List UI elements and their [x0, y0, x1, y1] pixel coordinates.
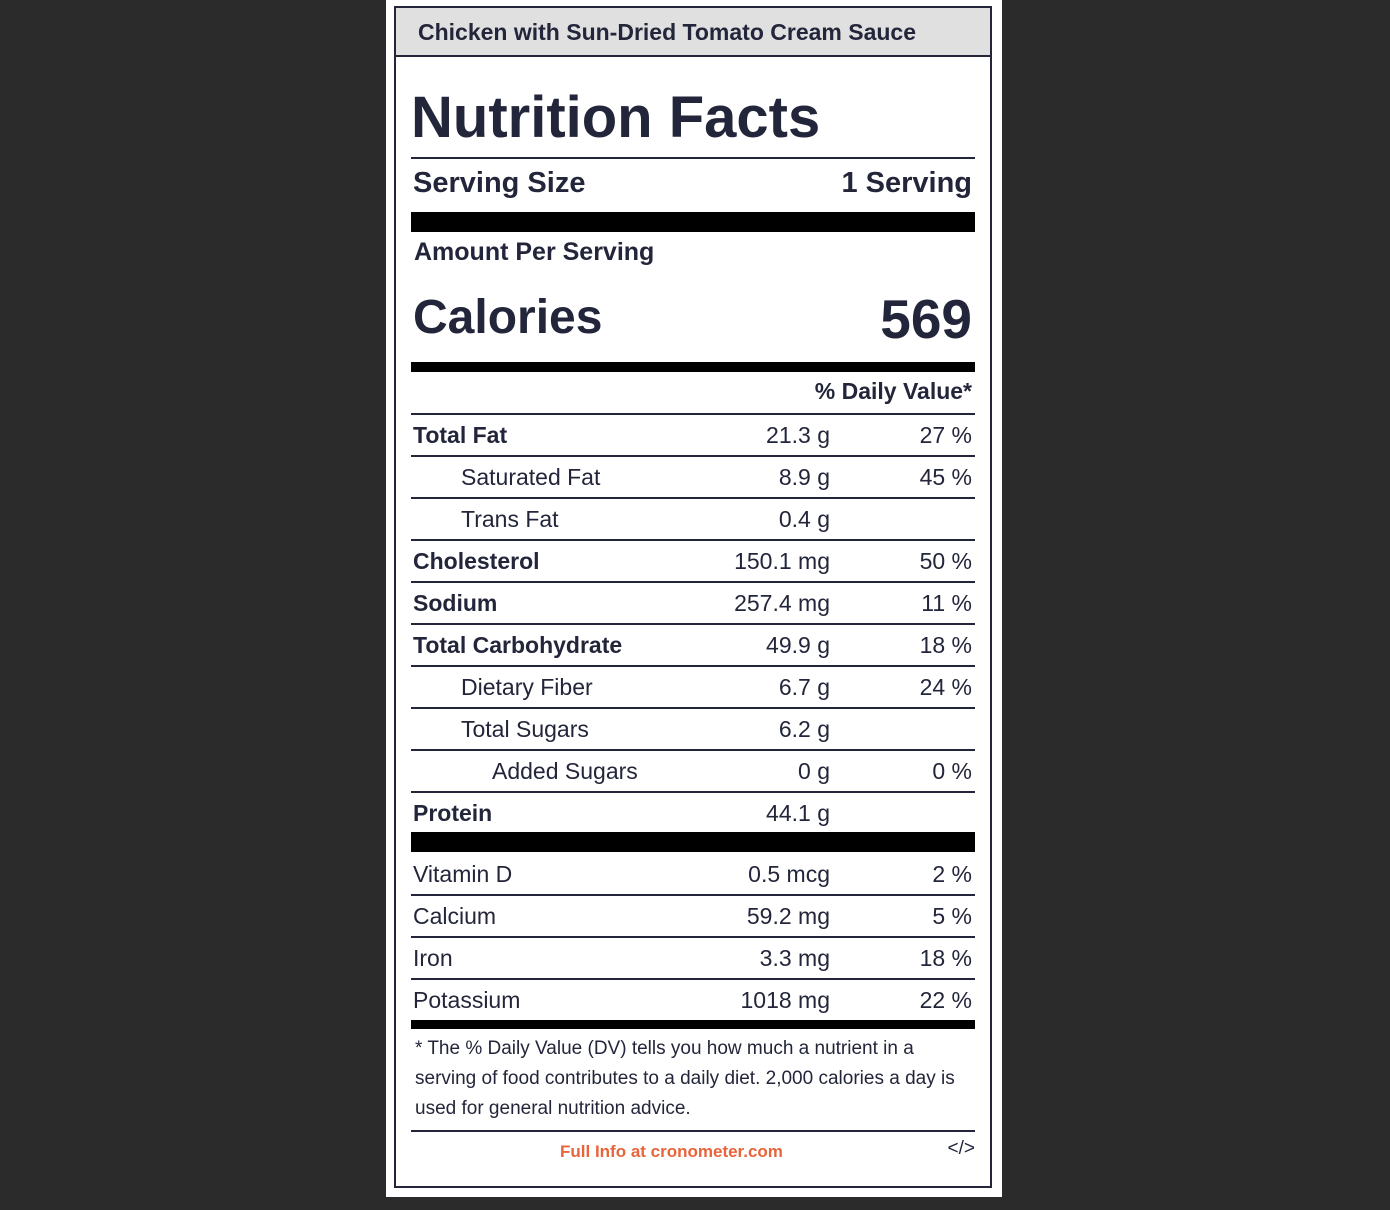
nutrient-amount: 49.9 g	[766, 632, 830, 658]
nutrient-amount: 6.7 g	[778, 674, 830, 700]
thick-bar	[411, 1020, 975, 1029]
nutrient-dv: 0 %	[932, 758, 972, 784]
nutrient-dv: 5 %	[932, 903, 972, 929]
nutrient-amount: 44.1 g	[766, 800, 830, 826]
nutrient-amount: 257.4 mg	[734, 590, 830, 616]
nutrient-row: Total Carbohydrate 49.9 g 18 %	[411, 624, 975, 666]
nutrient-row: Iron 3.3 mg 18 %	[411, 937, 975, 979]
nutrient-amount: 150.1 mg	[734, 548, 830, 574]
divider	[411, 1130, 975, 1132]
nutrient-row: Protein 44.1 g	[411, 792, 975, 834]
nutrient-row: Trans Fat 0.4 g	[411, 498, 975, 540]
calories-value: 569	[880, 288, 972, 350]
nutrient-dv: 18 %	[919, 632, 972, 658]
nutrient-dv: 24 %	[919, 674, 972, 700]
row-divider	[411, 665, 975, 667]
nutrient-dv: 11 %	[921, 590, 972, 616]
nutrient-row: Cholesterol 150.1 mg 50 %	[411, 540, 975, 582]
nutrient-name: Total Carbohydrate	[413, 632, 623, 658]
header-bg	[396, 8, 990, 57]
nutrient-name: Dietary Fiber	[461, 674, 593, 700]
row-divider	[411, 936, 975, 938]
serving-size-value: 1 Serving	[841, 167, 972, 199]
row-divider	[411, 455, 975, 457]
heading: Nutrition Facts	[411, 85, 821, 150]
thick-bar	[411, 212, 975, 232]
nutrient-row: Calcium 59.2 mg 5 %	[411, 895, 975, 937]
nutrient-row: Sodium 257.4 mg 11 %	[411, 582, 975, 624]
footnote: * The % Daily Value (DV) tells you how m…	[415, 1038, 955, 1119]
nutrient-name: Saturated Fat	[461, 464, 601, 490]
nutrient-name: Total Sugars	[461, 716, 589, 742]
nutrient-name: Calcium	[413, 903, 497, 929]
calories-label: Calories	[413, 291, 603, 344]
nutrient-name: Added Sugars	[492, 758, 638, 784]
thick-bar	[411, 832, 975, 852]
nutrient-dv: 18 %	[919, 945, 972, 971]
nutrient-name: Iron	[413, 945, 453, 971]
nutrient-name: Cholesterol	[413, 548, 540, 574]
nutrient-row: Saturated Fat 8.9 g 45 %	[411, 456, 975, 498]
daily-value-header: % Daily Value*	[814, 378, 972, 404]
nutrient-row: Total Fat 21.3 g 27 %	[411, 414, 975, 456]
recipe-title: Chicken with Sun-Dried Tomato Cream Sauc…	[418, 19, 917, 45]
row-divider	[411, 707, 975, 709]
panel	[386, 0, 1002, 1197]
nutrient-amount: 6.2 g	[778, 716, 830, 742]
row-divider	[411, 978, 975, 980]
row-divider	[411, 894, 975, 896]
nutrient-row: Total Sugars 6.2 g	[411, 708, 975, 750]
row-divider	[411, 539, 975, 541]
row-divider	[411, 791, 975, 793]
nutrient-amount: 8.9 g	[778, 464, 830, 490]
embed-button[interactable]: </>	[947, 1138, 975, 1159]
row-divider	[411, 749, 975, 751]
nutrient-amount: 0.5 mcg	[748, 861, 830, 887]
cronometer-link[interactable]: Full Info at cronometer.com	[560, 1142, 783, 1161]
nutrient-name: Potassium	[413, 987, 521, 1013]
serving-size-label: Serving Size	[413, 167, 586, 199]
divider	[411, 157, 975, 159]
amount-per-serving: Amount Per Serving	[414, 238, 655, 266]
nutrient-row: Dietary Fiber 6.7 g 24 %	[411, 666, 975, 708]
nutrient-dv: 50 %	[919, 548, 972, 574]
row-divider	[411, 623, 975, 625]
nutrient-name: Vitamin D	[413, 861, 513, 887]
nutrient-dv: 45 %	[919, 464, 972, 490]
nutrient-amount: 59.2 mg	[746, 903, 830, 929]
nutrient-name: Total Fat	[413, 422, 508, 448]
nutrient-row: Added Sugars 0 g 0 %	[411, 750, 975, 792]
nutrient-name: Sodium	[413, 590, 498, 616]
nutrient-row: Potassium 1018 mg 22 %	[411, 979, 975, 1021]
nutrient-dv: 2 %	[932, 861, 972, 887]
row-divider	[411, 581, 975, 583]
row-divider	[411, 413, 975, 415]
nutrient-amount: 3.3 mg	[759, 945, 830, 971]
nutrient-amount: 0 g	[798, 758, 830, 784]
nutrient-amount: 21.3 g	[766, 422, 830, 448]
nutrient-amount: 1018 mg	[740, 987, 830, 1013]
nutrient-dv: 27 %	[919, 422, 972, 448]
nutrient-amount: 0.4 g	[778, 506, 830, 532]
nutrient-name: Protein	[413, 800, 493, 826]
thick-bar	[411, 362, 975, 372]
nutrient-name: Trans Fat	[461, 506, 559, 532]
nutrient-dv: 22 %	[919, 987, 972, 1013]
label-border	[394, 6, 992, 1188]
nutrient-row: Vitamin D 0.5 mcg 2 %	[411, 853, 975, 895]
row-divider	[411, 497, 975, 499]
